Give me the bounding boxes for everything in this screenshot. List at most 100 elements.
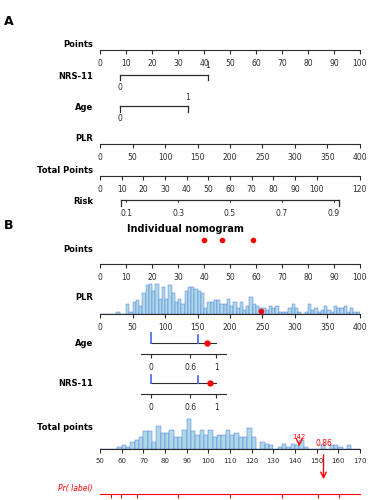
Text: PLR: PLR: [75, 293, 93, 302]
Bar: [213, 436, 217, 449]
Bar: [194, 289, 198, 314]
Text: Pr( label): Pr( label): [58, 484, 93, 492]
Bar: [207, 302, 211, 314]
Bar: [331, 312, 334, 314]
Text: 0.9: 0.9: [328, 208, 340, 218]
Bar: [175, 302, 178, 314]
Bar: [191, 432, 196, 449]
Bar: [252, 436, 256, 449]
Bar: [308, 304, 311, 314]
Bar: [152, 291, 155, 314]
Bar: [305, 312, 308, 314]
Text: Total points: Total points: [37, 422, 93, 432]
Bar: [337, 308, 341, 314]
Bar: [290, 444, 295, 449]
Bar: [188, 287, 191, 314]
Bar: [139, 436, 144, 449]
Text: Points: Points: [63, 245, 93, 254]
Bar: [170, 430, 174, 449]
Bar: [315, 308, 318, 314]
Text: Individual nomogram: Individual nomogram: [127, 224, 244, 234]
Bar: [226, 430, 230, 449]
Bar: [209, 430, 213, 449]
Bar: [198, 291, 201, 314]
Text: Points: Points: [63, 40, 93, 49]
Bar: [321, 310, 324, 314]
Bar: [234, 433, 239, 449]
Bar: [272, 308, 275, 314]
Bar: [135, 440, 139, 449]
Bar: [221, 435, 226, 449]
Bar: [247, 428, 252, 449]
Bar: [285, 312, 289, 314]
Bar: [286, 447, 290, 449]
Bar: [318, 312, 321, 314]
Bar: [129, 312, 133, 314]
Bar: [239, 436, 243, 449]
Bar: [256, 306, 259, 314]
Bar: [275, 306, 279, 314]
Bar: [292, 304, 295, 314]
Bar: [162, 287, 165, 314]
Bar: [303, 447, 308, 449]
Bar: [144, 432, 148, 449]
Bar: [133, 302, 136, 314]
Bar: [171, 293, 175, 314]
Bar: [145, 286, 149, 314]
Bar: [259, 308, 262, 314]
Text: 0.86: 0.86: [315, 440, 332, 448]
Bar: [321, 444, 325, 449]
Bar: [334, 306, 337, 314]
Bar: [157, 426, 161, 449]
Bar: [237, 308, 240, 314]
Bar: [298, 312, 301, 314]
Bar: [246, 306, 250, 314]
Bar: [282, 444, 286, 449]
Bar: [353, 312, 357, 314]
Bar: [350, 308, 353, 314]
Bar: [347, 312, 350, 314]
Bar: [289, 308, 292, 314]
Bar: [357, 312, 360, 314]
Bar: [295, 308, 298, 314]
Text: Age: Age: [75, 338, 93, 347]
Bar: [223, 304, 227, 314]
Bar: [126, 304, 129, 314]
Text: 0.5: 0.5: [224, 208, 236, 218]
Bar: [178, 436, 183, 449]
Bar: [201, 293, 204, 314]
Bar: [168, 286, 171, 314]
Text: B: B: [4, 219, 13, 232]
Bar: [266, 310, 269, 314]
Bar: [295, 446, 299, 449]
Bar: [131, 442, 135, 449]
Bar: [185, 291, 188, 314]
Bar: [191, 287, 194, 314]
Bar: [230, 435, 234, 449]
Text: 142: 142: [293, 434, 306, 440]
Bar: [250, 296, 253, 314]
Bar: [161, 433, 165, 449]
Text: 0: 0: [118, 114, 122, 123]
Bar: [183, 430, 187, 449]
Text: 0.1: 0.1: [120, 208, 132, 218]
Bar: [324, 306, 327, 314]
Text: 0: 0: [118, 82, 122, 92]
Bar: [211, 302, 214, 314]
Bar: [240, 302, 243, 314]
Bar: [233, 302, 237, 314]
Bar: [227, 298, 230, 314]
Bar: [243, 436, 247, 449]
Bar: [200, 430, 204, 449]
Bar: [263, 308, 266, 314]
Bar: [217, 435, 221, 449]
Bar: [155, 284, 159, 314]
Bar: [214, 300, 217, 314]
Bar: [278, 447, 282, 449]
Bar: [243, 310, 246, 314]
Bar: [139, 306, 142, 314]
Bar: [148, 432, 152, 449]
Bar: [142, 293, 145, 314]
Bar: [269, 306, 272, 314]
Bar: [311, 310, 314, 314]
